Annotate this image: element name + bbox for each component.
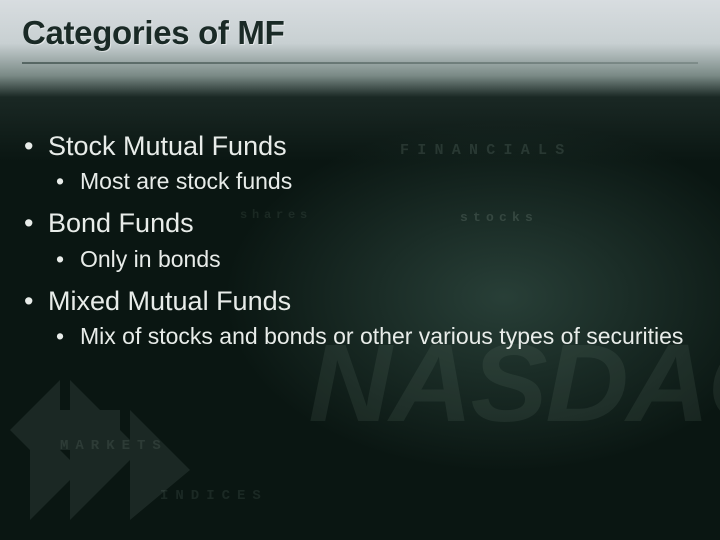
slide-title: Categories of MF xyxy=(22,14,698,52)
bg-word-indices: INDICES xyxy=(160,488,268,504)
bullet-lvl1: Bond Funds xyxy=(22,205,690,241)
bullet-lvl2: Most are stock funds xyxy=(54,166,690,197)
slide: FINANCIALS stocks shares NASDAQ MARKETS … xyxy=(0,0,720,540)
bullet-lvl2: Only in bonds xyxy=(54,244,690,275)
bg-word-markets: MARKETS xyxy=(60,438,168,454)
title-underline xyxy=(22,62,698,64)
title-area: Categories of MF xyxy=(22,14,698,64)
bullet-lvl1: Mixed Mutual Funds xyxy=(22,283,690,319)
bg-arrows-icon xyxy=(10,350,270,530)
content-area: Stock Mutual Funds Most are stock funds … xyxy=(22,128,690,360)
bullet-lvl2: Mix of stocks and bonds or other various… xyxy=(54,321,690,352)
bullet-lvl1: Stock Mutual Funds xyxy=(22,128,690,164)
